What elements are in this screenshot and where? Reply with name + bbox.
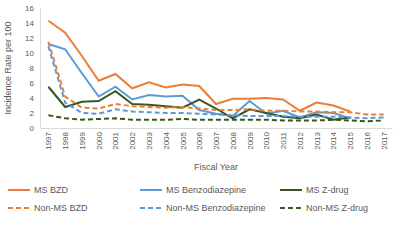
- legend-swatch: [8, 207, 30, 209]
- y-tick: 8: [30, 64, 40, 73]
- legend-swatch: [8, 189, 30, 191]
- x-tick: 2006: [195, 128, 204, 150]
- legend-swatch: [140, 189, 162, 191]
- x-tick-label: 1998: [61, 131, 70, 149]
- series-line: [48, 42, 383, 115]
- x-tick-label: 2005: [179, 131, 188, 149]
- x-tick-label: 2013: [313, 131, 322, 149]
- legend-item: MS BZD: [8, 185, 69, 195]
- x-tick-label: 2009: [246, 131, 255, 149]
- x-tick-label: 2006: [195, 131, 204, 149]
- legend-label: MS Benzodiazepine: [166, 185, 246, 195]
- x-tick: 2004: [162, 128, 171, 150]
- legend-swatch: [280, 189, 302, 191]
- x-tick-label: 2001: [111, 131, 120, 149]
- series-line: [48, 44, 350, 118]
- legend-label: Non-MS BZD: [34, 203, 88, 213]
- x-tick-label: 1997: [44, 131, 53, 149]
- x-tick-label: 2008: [229, 131, 238, 149]
- x-tick: 2002: [128, 128, 137, 150]
- legend-label: MS Z-drug: [306, 185, 349, 195]
- x-tick: 2005: [179, 128, 188, 150]
- x-tick: 2007: [212, 128, 221, 150]
- y-tick: 2: [30, 109, 40, 118]
- legend-item: Non-MS Benzodiazepine: [140, 203, 266, 213]
- x-axis-title: Fiscal Year: [194, 162, 238, 172]
- x-tick-label: 2017: [380, 131, 389, 149]
- y-tick-label: 0: [30, 124, 35, 133]
- y-tick-label: 10: [25, 49, 34, 58]
- legend-label: Non-MS Benzodiazepine: [166, 203, 266, 213]
- x-tick: 2017: [380, 128, 389, 150]
- chart: 0 2 4 6 8 10 12 14 16 1997 1998 1999 2000 2001 2002 200…: [0, 0, 400, 225]
- y-tick: 6: [30, 79, 40, 88]
- x-tick-label: 2000: [95, 131, 104, 149]
- x-tick-label: 2014: [329, 131, 338, 149]
- x-tick-label: 2011: [279, 131, 288, 149]
- y-tick: 12: [25, 34, 40, 43]
- y-tick: 14: [25, 19, 40, 28]
- x-tick: 2015: [346, 128, 355, 150]
- x-tick: 2009: [246, 128, 255, 150]
- x-tick: 2000: [95, 128, 104, 150]
- y-tick-label: 6: [30, 79, 35, 88]
- y-tick: 16: [25, 4, 40, 13]
- legend-item: MS Benzodiazepine: [140, 185, 246, 195]
- x-tick-label: 2003: [145, 131, 154, 149]
- lines: [48, 21, 383, 122]
- x-tick: 2016: [363, 128, 372, 150]
- y-tick-label: 14: [25, 19, 34, 28]
- x-tick-label: 2015: [346, 131, 355, 149]
- y-tick: 0: [30, 124, 40, 133]
- series-line: [48, 21, 350, 112]
- x-tick: 2008: [229, 128, 238, 150]
- y-tick-label: 16: [25, 4, 34, 13]
- legend: MS BZD MS Benzodiazepine MS Z-drug Non-MS B…: [8, 185, 368, 213]
- y-tick-label: 4: [30, 94, 35, 103]
- y-tick-label: 12: [25, 34, 34, 43]
- legend-item: Non-MS Z-drug: [280, 203, 368, 213]
- y-tick: 4: [30, 94, 40, 103]
- legend-swatch: [140, 207, 162, 209]
- legend-item: MS Z-drug: [280, 185, 349, 195]
- x-tick: 2012: [296, 128, 305, 150]
- legend-label: MS BZD: [34, 185, 69, 195]
- legend-swatch: [280, 207, 302, 209]
- y-tick-label: 8: [30, 64, 35, 73]
- x-tick-label: 1999: [78, 131, 87, 149]
- x-axis: 1997 1998 1999 2000 2001 2002 2003 2004 2005 2006…: [41, 128, 393, 150]
- x-tick-label: 2007: [212, 131, 221, 149]
- x-tick: 1999: [78, 128, 87, 150]
- x-tick: 2014: [329, 128, 338, 150]
- x-tick: 2001: [111, 128, 120, 150]
- x-tick: 2010: [262, 128, 271, 150]
- x-tick: 1997: [44, 128, 53, 150]
- legend-label: Non-MS Z-drug: [306, 203, 368, 213]
- series-line: [48, 115, 383, 121]
- y-axis-title: Incidence Rate per 100: [3, 21, 13, 114]
- y-axis-line: [40, 9, 41, 129]
- series-line: [48, 46, 383, 118]
- x-tick: 2011: [279, 128, 288, 149]
- x-tick: 1998: [61, 128, 70, 150]
- x-tick-label: 2002: [128, 131, 137, 149]
- y-tick-label: 2: [30, 109, 35, 118]
- x-tick-label: 2004: [162, 131, 171, 149]
- x-tick-label: 2012: [296, 131, 305, 149]
- y-tick: 10: [25, 49, 40, 58]
- x-tick-label: 2010: [262, 131, 271, 149]
- y-axis: 0 2 4 6 8 10 12 14 16: [25, 4, 40, 133]
- x-axis-line: [41, 128, 393, 129]
- x-tick-label: 2016: [363, 131, 372, 149]
- series-line: [48, 87, 350, 120]
- plot: 0 2 4 6 8 10 12 14 16 1997 1998 1999 2000 2001 2002 200…: [25, 4, 392, 150]
- x-tick: 2013: [313, 128, 322, 150]
- legend-item: Non-MS BZD: [8, 203, 88, 213]
- x-tick: 2003: [145, 128, 154, 150]
